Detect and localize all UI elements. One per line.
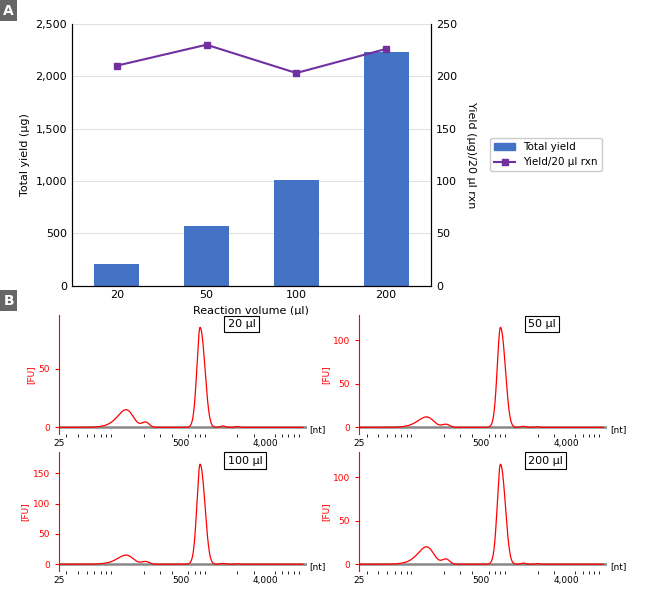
Bar	[94, 264, 139, 286]
Legend: Total yield, Yield/20 µl rxn: Total yield, Yield/20 µl rxn	[490, 138, 602, 171]
Text: 50 µl: 50 µl	[528, 319, 556, 329]
X-axis label: Reaction volume (µl): Reaction volume (µl)	[193, 306, 310, 316]
Bar	[364, 52, 409, 286]
Bar	[184, 226, 229, 286]
Text: 200 µl: 200 µl	[528, 456, 563, 466]
Y-axis label: [FU]: [FU]	[321, 365, 330, 384]
Text: [nt]: [nt]	[610, 425, 626, 434]
Y-axis label: [FU]: [FU]	[27, 365, 35, 384]
Text: [nt]: [nt]	[310, 425, 326, 434]
Text: [nt]: [nt]	[610, 562, 626, 571]
Bar	[274, 180, 319, 286]
Text: [nt]: [nt]	[310, 562, 326, 571]
Y-axis label: Total yield (µg): Total yield (µg)	[20, 113, 30, 196]
Y-axis label: [FU]: [FU]	[321, 502, 330, 521]
Text: B: B	[3, 294, 14, 308]
Text: 20 µl: 20 µl	[227, 319, 255, 329]
Text: A: A	[3, 4, 14, 18]
Y-axis label: [FU]: [FU]	[21, 502, 30, 521]
Y-axis label: Yield (µg)/20 µl rxn: Yield (µg)/20 µl rxn	[466, 102, 477, 208]
Text: 100 µl: 100 µl	[227, 456, 263, 466]
